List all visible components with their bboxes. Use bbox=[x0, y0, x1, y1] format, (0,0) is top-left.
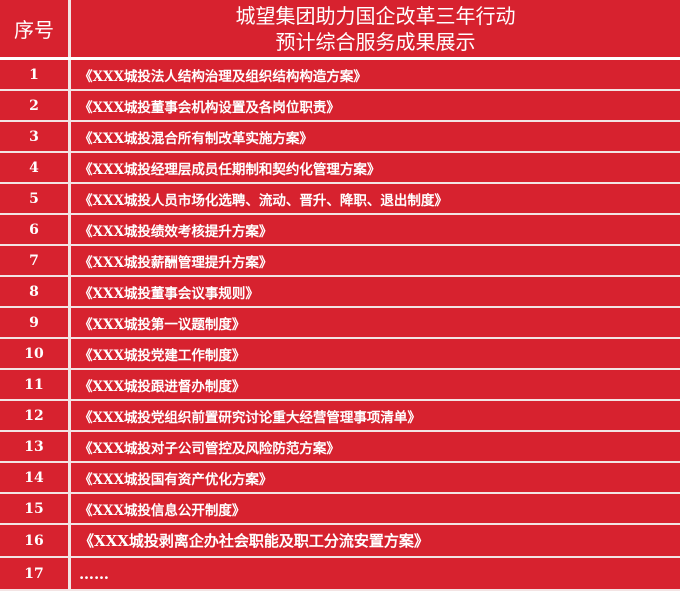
row-document-title: 《XXX城投信息公开制度》 bbox=[79, 502, 246, 519]
row-number: 13 bbox=[0, 432, 71, 461]
row-number: 16 bbox=[0, 525, 71, 556]
row-document-title: 《XXX城投董事会议事规则》 bbox=[79, 285, 259, 302]
table-row: 15 《XXX城投信息公开制度》 bbox=[0, 494, 680, 525]
row-document-title: 《XXX城投董事会机构设置及各岗位职责》 bbox=[79, 99, 340, 116]
table-row: 9 《XXX城投第一议题制度》 bbox=[0, 308, 680, 339]
row-number: 4 bbox=[0, 153, 71, 182]
row-document-title: 《XXX城投绩效考核提升方案》 bbox=[79, 223, 273, 240]
row-document-title: 《XXX城投党建工作制度》 bbox=[79, 347, 246, 364]
row-document-title: 《XXX城投混合所有制改革实施方案》 bbox=[79, 130, 313, 147]
row-document-title: 《XXX城投跟进督办制度》 bbox=[79, 378, 246, 395]
table-row: 10 《XXX城投党建工作制度》 bbox=[0, 339, 680, 370]
row-document-title: 《XXX城投国有资产优化方案》 bbox=[79, 471, 273, 488]
row-number: 15 bbox=[0, 494, 71, 523]
table-row: 14 《XXX城投国有资产优化方案》 bbox=[0, 463, 680, 494]
row-document-title: 《XXX城投党组织前置研究讨论重大经营管理事项清单》 bbox=[79, 409, 421, 426]
table-row: 4 《XXX城投经理层成员任期制和契约化管理方案》 bbox=[0, 153, 680, 184]
table-row: 11 《XXX城投跟进督办制度》 bbox=[0, 370, 680, 401]
row-number: 7 bbox=[0, 246, 71, 275]
row-number: 9 bbox=[0, 308, 71, 337]
row-number: 3 bbox=[0, 122, 71, 151]
table-row: 5 《XXX城投人员市场化选聘、流动、晋升、降职、退出制度》 bbox=[0, 184, 680, 215]
table-row: 8 《XXX城投董事会议事规则》 bbox=[0, 277, 680, 308]
row-number: 2 bbox=[0, 91, 71, 120]
row-number: 12 bbox=[0, 401, 71, 430]
row-document-title: 《XXX城投人员市场化选聘、流动、晋升、降职、退出制度》 bbox=[79, 192, 448, 209]
row-number: 11 bbox=[0, 370, 71, 399]
row-document-title: 《XXX城投对子公司管控及风险防范方案》 bbox=[79, 440, 340, 457]
row-number: 8 bbox=[0, 277, 71, 306]
row-number: 10 bbox=[0, 339, 71, 368]
row-document-title: 《XXX城投薪酬管理提升方案》 bbox=[79, 254, 273, 271]
row-number: 17 bbox=[0, 558, 71, 589]
table-row: 16 《XXX城投剥离企办社会职能及职工分流安置方案》 bbox=[0, 525, 680, 558]
table-row: 17 …… bbox=[0, 558, 680, 591]
title-line-1: 城望集团助力国企改革三年行动 bbox=[235, 3, 516, 28]
row-document-title: …… bbox=[79, 564, 109, 583]
table-row: 1 《XXX城投法人结构治理及组织结构构造方案》 bbox=[0, 60, 680, 91]
row-number: 1 bbox=[0, 60, 71, 89]
table-row: 3 《XXX城投混合所有制改革实施方案》 bbox=[0, 122, 680, 153]
table-row: 7 《XXX城投薪酬管理提升方案》 bbox=[0, 246, 680, 277]
table-row: 2 《XXX城投董事会机构设置及各岗位职责》 bbox=[0, 91, 680, 122]
table-row: 6 《XXX城投绩效考核提升方案》 bbox=[0, 215, 680, 246]
row-document-title: 《XXX城投法人结构治理及组织结构构造方案》 bbox=[79, 68, 367, 85]
row-number: 14 bbox=[0, 463, 71, 492]
row-document-title: 《XXX城投第一议题制度》 bbox=[79, 316, 246, 333]
index-column-header: 序号 bbox=[0, 0, 71, 57]
row-document-title: 《XXX城投剥离企办社会职能及职工分流安置方案》 bbox=[79, 532, 429, 550]
row-number: 6 bbox=[0, 215, 71, 244]
table-row: 12 《XXX城投党组织前置研究讨论重大经营管理事项清单》 bbox=[0, 401, 680, 432]
row-number: 5 bbox=[0, 184, 71, 213]
table-row: 13 《XXX城投对子公司管控及风险防范方案》 bbox=[0, 432, 680, 463]
title-line-2: 预计综合服务成果展示 bbox=[275, 29, 476, 54]
table-title: 城望集团助力国企改革三年行动 预计综合服务成果展示 bbox=[71, 0, 680, 57]
table-header: 序号 城望集团助力国企改革三年行动 预计综合服务成果展示 bbox=[0, 0, 680, 60]
row-document-title: 《XXX城投经理层成员任期制和契约化管理方案》 bbox=[79, 161, 381, 178]
